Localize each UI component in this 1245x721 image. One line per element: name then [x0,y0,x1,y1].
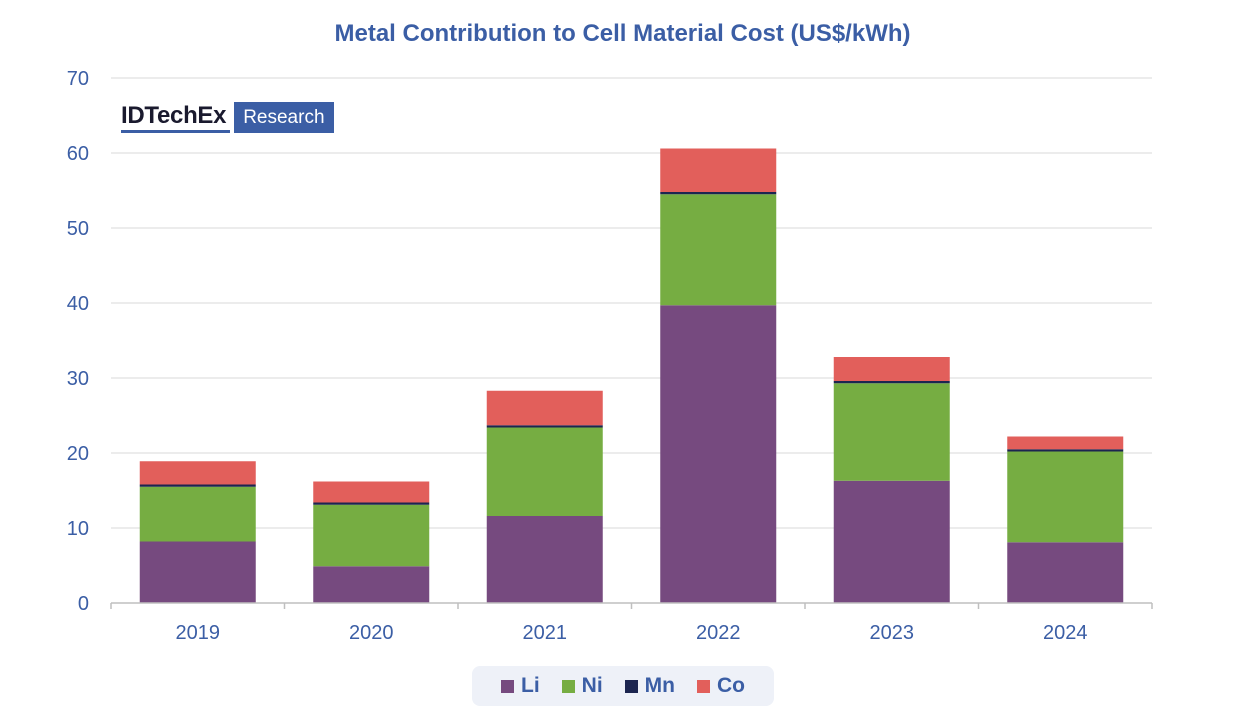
x-tick-label: 2023 [870,622,915,644]
legend: Li Ni Mn Co [472,666,774,706]
bar-co-2022 [660,148,777,192]
bar-ni-2019 [139,486,256,542]
bars [139,148,1124,603]
x-tick-label: 2021 [523,622,568,644]
y-tick-label: 40 [67,293,89,315]
bar-li-2024 [1007,542,1124,603]
bar-mn-2022 [660,192,777,195]
legend-swatch-co [697,679,710,693]
legend-item-li[interactable]: Li [501,674,540,698]
idtechex-logo: IDTechEx Research [121,102,334,133]
legend-swatch-mn [624,679,638,693]
y-tick-label: 50 [67,218,89,240]
bar-li-2019 [139,541,256,603]
legend-item-ni[interactable]: Ni [561,674,603,698]
x-tick-label: 2024 [1043,622,1088,644]
gridlines [111,77,1152,529]
y-tick-label: 30 [67,368,89,390]
legend-label-li: Li [521,674,540,697]
y-tick-label: 70 [67,68,89,90]
bar-co-2019 [139,461,256,485]
bar-ni-2022 [660,194,777,306]
y-tick-label: 0 [78,593,89,615]
bar-co-2021 [486,390,603,426]
bar-co-2023 [833,357,950,381]
legend-swatch-ni [561,679,575,693]
legend-item-co[interactable]: Co [697,674,745,698]
bar-ni-2024 [1007,451,1124,543]
bar-mn-2023 [833,381,950,384]
x-tick-label: 2020 [349,622,394,644]
bar-co-2020 [313,481,430,503]
bar-co-2024 [1007,436,1124,450]
bar-li-2021 [486,516,603,603]
legend-label-co: Co [717,674,745,697]
bar-li-2020 [313,566,430,603]
legend-label-mn: Mn [644,674,675,697]
bar-ni-2023 [833,383,950,481]
legend-swatch-li [501,679,514,693]
logo-research-badge: Research [234,102,334,133]
y-tick-label: 10 [67,518,89,540]
bar-mn-2021 [486,425,603,428]
legend-item-mn[interactable]: Mn [624,674,675,698]
bar-li-2022 [660,305,777,603]
y-tick-label: 60 [67,143,89,165]
axes: 0 10 20 30 40 50 60 70 2019 2020 2021 2022 2023 2024 [67,68,1153,644]
x-tick-label: 2022 [696,622,741,644]
y-tick-label: 20 [67,443,89,465]
bar-mn-2024 [1007,449,1124,452]
logo-brand-text: IDTechEx [121,102,231,133]
bar-ni-2021 [486,427,603,516]
bar-ni-2020 [313,504,430,567]
legend-label-ni: Ni [581,674,603,697]
bar-li-2023 [833,480,950,603]
chart-title: Metal Contribution to Cell Material Cost… [334,20,911,47]
bar-mn-2019 [139,484,256,487]
bar-mn-2020 [313,502,430,505]
x-tick-label: 2019 [176,622,221,644]
